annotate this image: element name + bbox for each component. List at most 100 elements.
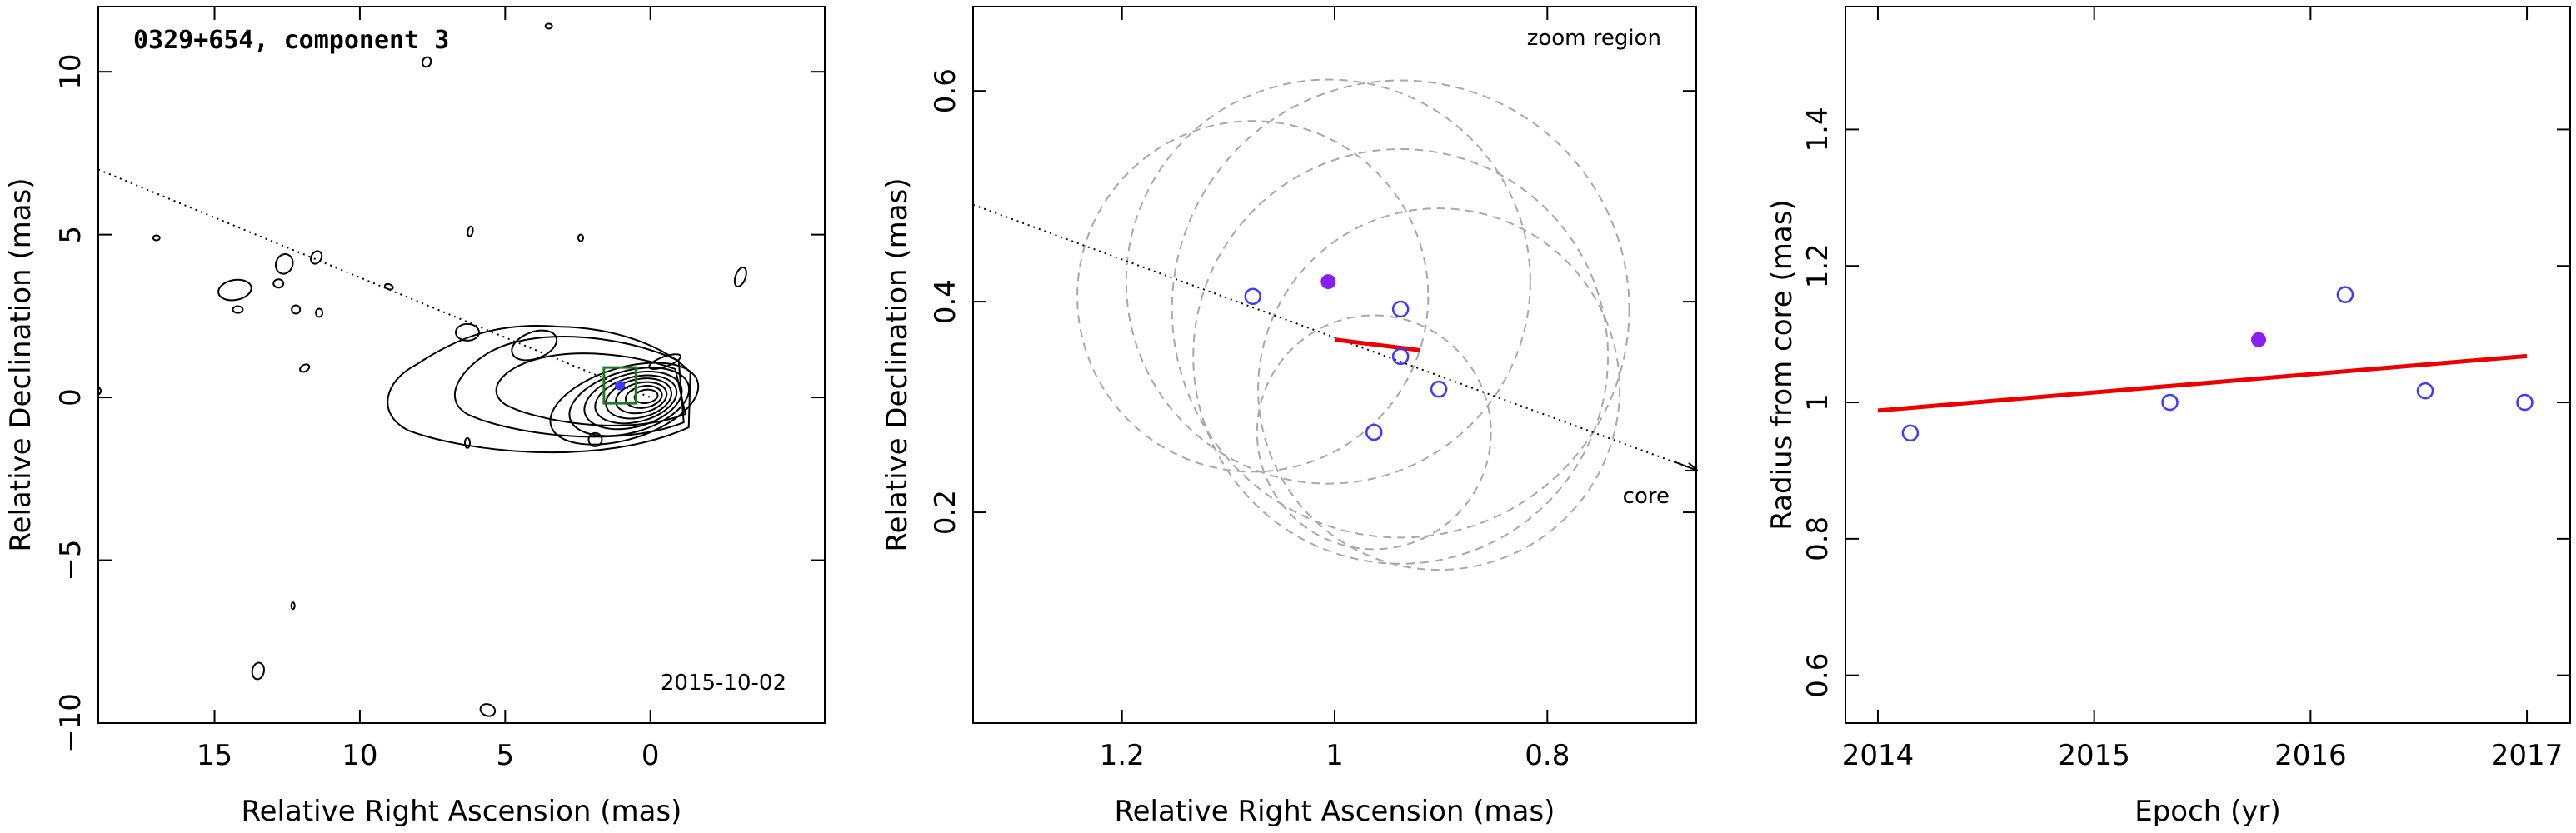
noise-contour	[217, 278, 252, 302]
x-tick-label: 0.8	[1525, 739, 1570, 772]
zoom-y-tick-labels: 0.2 0.4 0.6	[929, 68, 962, 535]
noise-contour	[98, 387, 102, 396]
zoom-plot-frame	[972, 6, 1697, 724]
radius-point	[2336, 286, 2354, 303]
x-tick-label: 10	[342, 739, 377, 772]
y-tick-label: 1.4	[1801, 107, 1835, 152]
error-circles	[1076, 78, 1630, 571]
error-circle	[1171, 79, 1630, 539]
y-tick-label: 0.2	[929, 490, 962, 535]
contour-panel-title: 0329+654, component 3	[133, 26, 449, 55]
noise-contour	[733, 266, 747, 287]
contour-x-axis-label: Relative Right Ascension (mas)	[242, 795, 682, 828]
y-tick-label: 0.4	[929, 279, 962, 324]
x-tick-label: 2014	[1842, 739, 1915, 772]
noise-contour	[315, 307, 324, 318]
noise-contour	[383, 282, 394, 291]
noise-contour	[479, 703, 497, 717]
contour-ring	[625, 385, 663, 409]
error-circle	[1192, 147, 1610, 565]
y-tick-label: −5	[54, 539, 87, 581]
y-tick-label: 10	[54, 54, 87, 90]
jet-axis-line	[98, 168, 651, 399]
x-tick-label: 1	[1325, 739, 1344, 772]
radius-points	[1901, 286, 2534, 442]
position-point	[1391, 300, 1410, 318]
zoom-region-label: zoom region	[1527, 26, 1661, 51]
radius-x-tick-labels: 2014 2015 2016 2017	[1842, 739, 2564, 772]
y-tick-label: 0.6	[1801, 653, 1835, 698]
error-circle	[1257, 207, 1621, 571]
noise-contour	[577, 233, 585, 242]
radius-axis-ticks	[1845, 7, 2570, 723]
position-point	[1391, 347, 1410, 366]
error-circle	[1076, 120, 1430, 473]
contour-map-panel: 15 10 5 0 −10 −5 0 5 10 0329+654, component 3 2…	[4, 6, 826, 828]
noise-contour	[467, 225, 474, 237]
zoom-jet-axis-line	[973, 203, 1696, 471]
noise-contour	[232, 305, 244, 314]
noise-contour	[251, 661, 265, 681]
noise-contour	[587, 431, 603, 447]
radius-point	[2161, 393, 2179, 412]
x-tick-label: 0	[642, 739, 660, 772]
contour-ring	[549, 362, 700, 446]
contour-plot-frame	[97, 6, 826, 724]
zoom-fit-line	[1334, 337, 1420, 352]
zoom-axis-ticks	[973, 7, 1696, 723]
jet-contour	[453, 336, 685, 438]
x-tick-label: 2015	[2058, 739, 2130, 772]
noise-contour	[511, 329, 558, 362]
noise-contour	[310, 250, 323, 265]
y-tick-label: 1.2	[1801, 243, 1835, 288]
noise-contour	[544, 22, 553, 30]
radius-plot-frame	[1845, 6, 2571, 724]
contour-y-tick-labels: −10 −5 0 5 10	[54, 54, 87, 753]
jet-contour	[495, 352, 686, 426]
contour-axis-ticks	[98, 7, 825, 724]
y-tick-label: 1	[1801, 393, 1835, 412]
y-tick-label: −10	[54, 693, 87, 753]
y-tick-label: 0.8	[1801, 516, 1835, 561]
noise-contour	[290, 601, 296, 611]
current-epoch-radius-point	[2251, 332, 2267, 347]
x-tick-label: 1.2	[1100, 739, 1145, 772]
radius-point	[1901, 424, 1920, 442]
core-direction-arrow	[1674, 461, 1696, 470]
noise-contour	[272, 278, 285, 289]
y-tick-label: 0	[54, 388, 87, 407]
position-point	[1430, 380, 1448, 398]
contour-y-axis-label: Relative Declination (mas)	[4, 177, 37, 551]
noise-contour	[299, 363, 311, 373]
radius-x-axis-label: Epoch (yr)	[2134, 795, 2281, 828]
x-tick-label: 2016	[2274, 739, 2347, 772]
y-tick-label: 0.6	[929, 68, 962, 113]
noise-contour	[463, 436, 471, 449]
radius-point	[2416, 382, 2434, 400]
x-tick-label: 15	[197, 739, 232, 772]
contour-x-tick-labels: 15 10 5 0	[197, 739, 660, 772]
radius-y-tick-labels: 0.6 0.8 1 1.2 1.4	[1801, 107, 1835, 697]
error-circle	[1125, 78, 1531, 485]
radius-y-axis-label: Radius from core (mas)	[1765, 199, 1799, 530]
noise-contour	[291, 304, 302, 315]
radius-fit-line	[1877, 353, 2528, 413]
component-marker	[615, 380, 626, 391]
x-tick-label: 5	[496, 739, 514, 772]
radius-epoch-panel: 2014 2015 2016 2017 0.6 0.8 1 1.2 1.4 Epoch (yr…	[1765, 6, 2571, 828]
contour-ring	[633, 388, 659, 404]
zoom-y-axis-label: Relative Declination (mas)	[881, 177, 914, 551]
position-point	[1365, 423, 1383, 441]
current-epoch-point	[1320, 274, 1336, 290]
zoom-x-tick-labels: 1.2 1 0.8	[1100, 739, 1570, 772]
contour-lines	[98, 22, 747, 717]
zoom-panel: 1.2 1 0.8 0.2 0.4 0.6 zoom region core Relat…	[881, 6, 1697, 828]
zoom-position-points	[1244, 274, 1448, 441]
noise-contour	[422, 56, 432, 68]
error-circle	[1256, 314, 1492, 551]
zoom-x-axis-label: Relative Right Ascension (mas)	[1115, 795, 1555, 828]
core-label: core	[1623, 484, 1670, 509]
contour-ring	[568, 367, 691, 437]
noise-contour	[454, 322, 480, 342]
observation-date: 2015-10-02	[661, 671, 786, 696]
